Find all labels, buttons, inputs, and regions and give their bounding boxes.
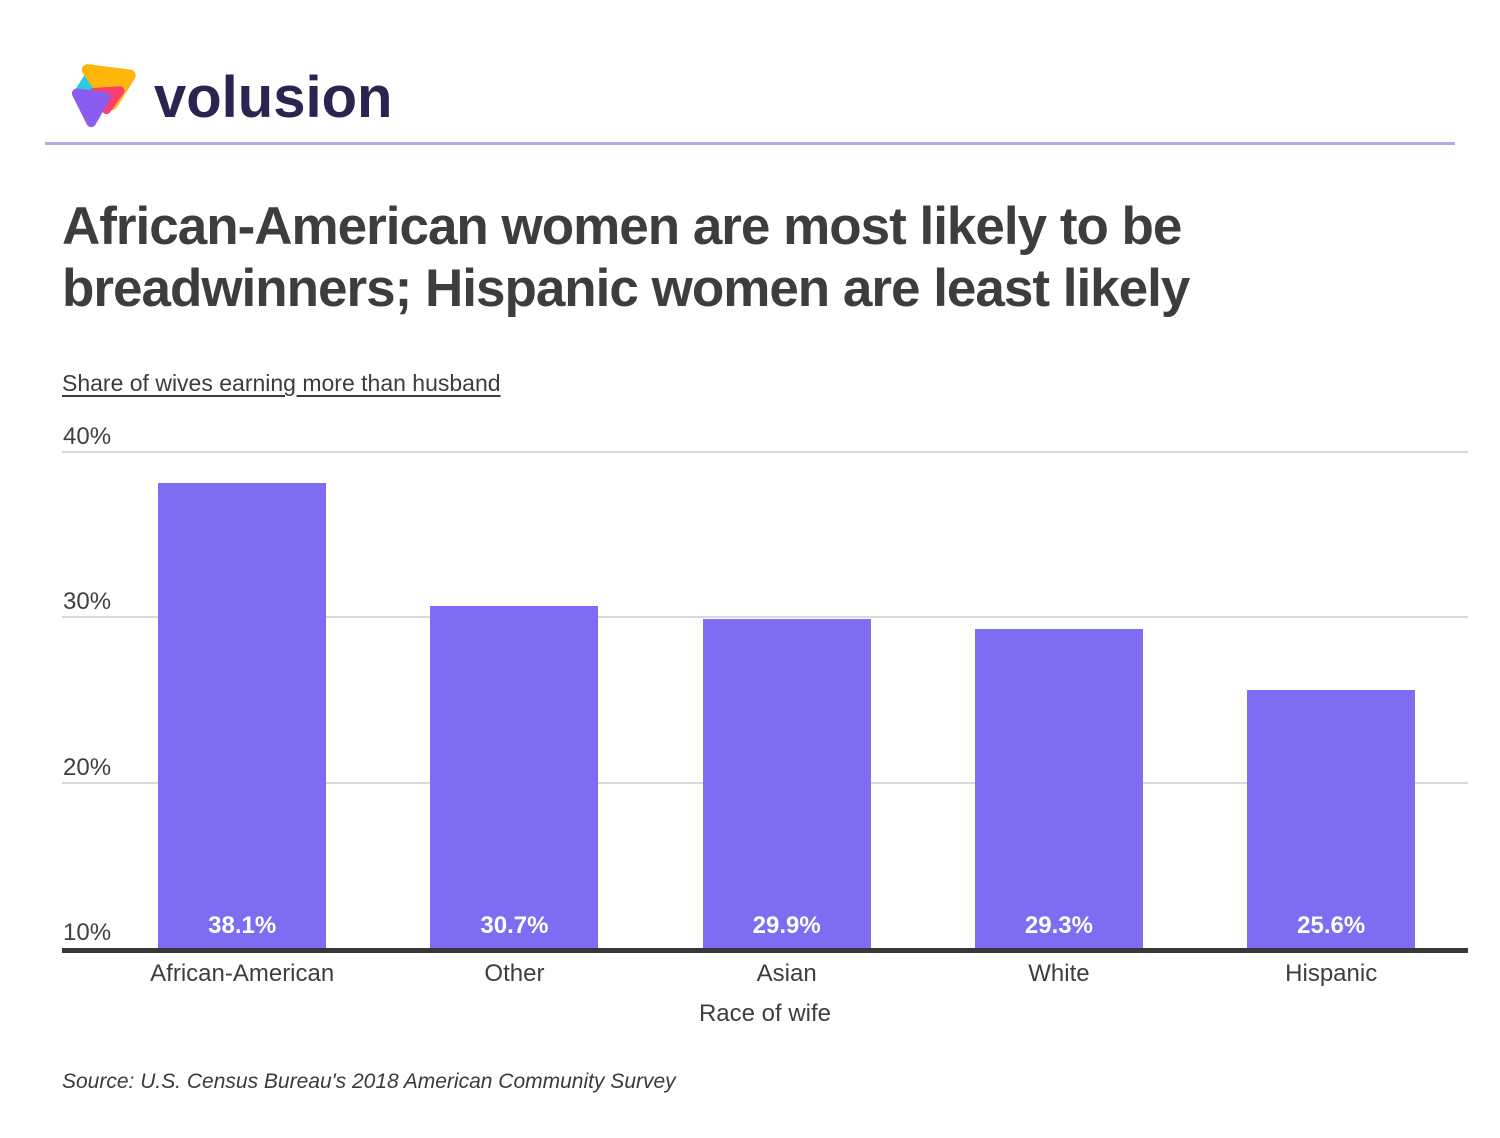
brand-wordmark: volusion — [154, 64, 393, 130]
y-tick-label: 40% — [63, 423, 112, 450]
header-divider — [45, 142, 1455, 145]
gridline — [62, 616, 1468, 619]
y-tick-label: 10% — [63, 919, 112, 946]
x-category-label: Hispanic — [1285, 960, 1378, 987]
source-note: Source: U.S. Census Bureau's 2018 Americ… — [62, 1070, 676, 1093]
bar-value-label: 29.9% — [752, 912, 821, 939]
bar: 30.7% — [430, 605, 599, 948]
bar-value-label: 38.1% — [208, 912, 277, 939]
page-title: African-American women are most likely t… — [62, 197, 1190, 318]
bar: 25.6% — [1247, 690, 1416, 948]
bar-value-label: 30.7% — [480, 912, 549, 939]
bar-value-label: 29.3% — [1024, 912, 1093, 939]
bar: 38.1% — [158, 483, 327, 948]
x-axis-title: Race of wife — [698, 1000, 832, 1027]
gridline — [62, 451, 1468, 453]
y-tick-label: 30% — [63, 588, 112, 616]
x-category-label: African-American — [150, 960, 335, 987]
volusion-logo-icon — [71, 64, 136, 128]
bar: 29.3% — [974, 628, 1143, 948]
y-tick-label: 20% — [63, 753, 112, 781]
chart-subtitle: Share of wives earning more than husband — [62, 370, 501, 396]
x-category-label: Asian — [756, 960, 817, 987]
x-category-label: Other — [484, 960, 545, 987]
bar-value-label: 25.6% — [1297, 912, 1366, 939]
bar-chart: Race of wife 10% 20% 30% 40% 38.1% African-Am… — [62, 423, 1468, 1027]
bar: 29.9% — [702, 619, 871, 948]
x-category-label: White — [1028, 960, 1090, 987]
x-axis-line — [62, 948, 1468, 953]
